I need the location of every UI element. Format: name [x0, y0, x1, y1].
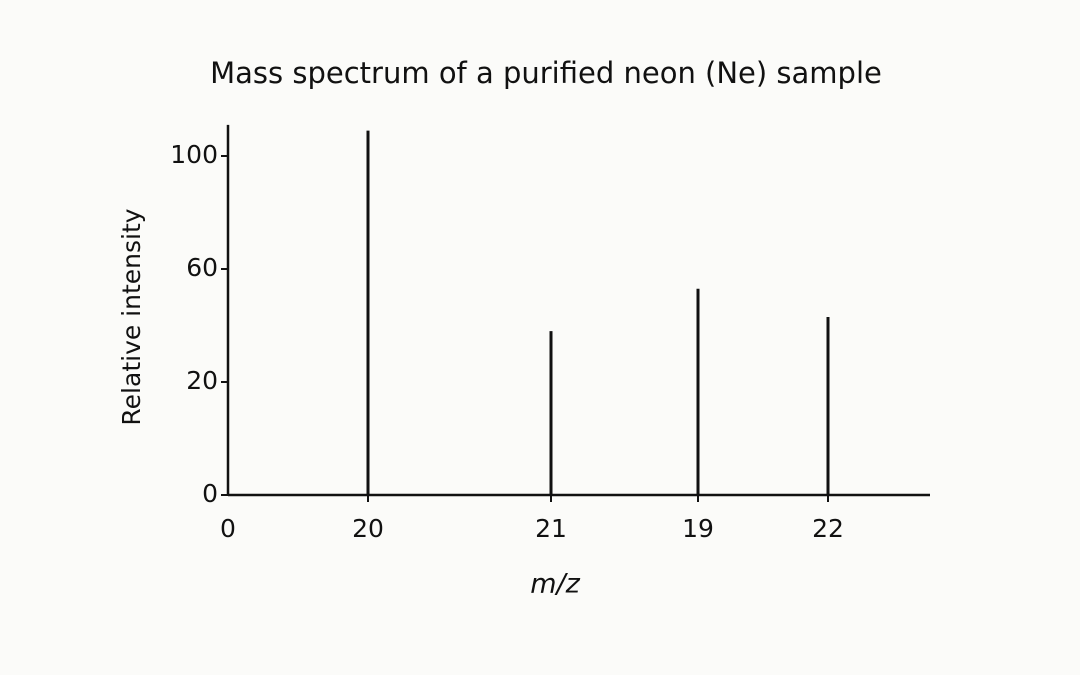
- y-tick-label: 60: [186, 253, 218, 282]
- y-tick-label: 0: [202, 479, 218, 508]
- x-tick-label: 22: [812, 514, 844, 543]
- x-tick-label: 0: [220, 514, 236, 543]
- y-axis-label: Relative intensity: [117, 208, 146, 425]
- x-axis-label: m/z: [530, 569, 580, 600]
- y-tick-label: 20: [186, 366, 218, 395]
- chart-title: Mass spectrum of a purified neon (Ne) sa…: [210, 56, 882, 90]
- x-tick-label: 19: [682, 514, 714, 543]
- x-tick-label: 21: [535, 514, 567, 543]
- x-tick-label: 20: [352, 514, 384, 543]
- y-tick-label: 100: [170, 140, 218, 169]
